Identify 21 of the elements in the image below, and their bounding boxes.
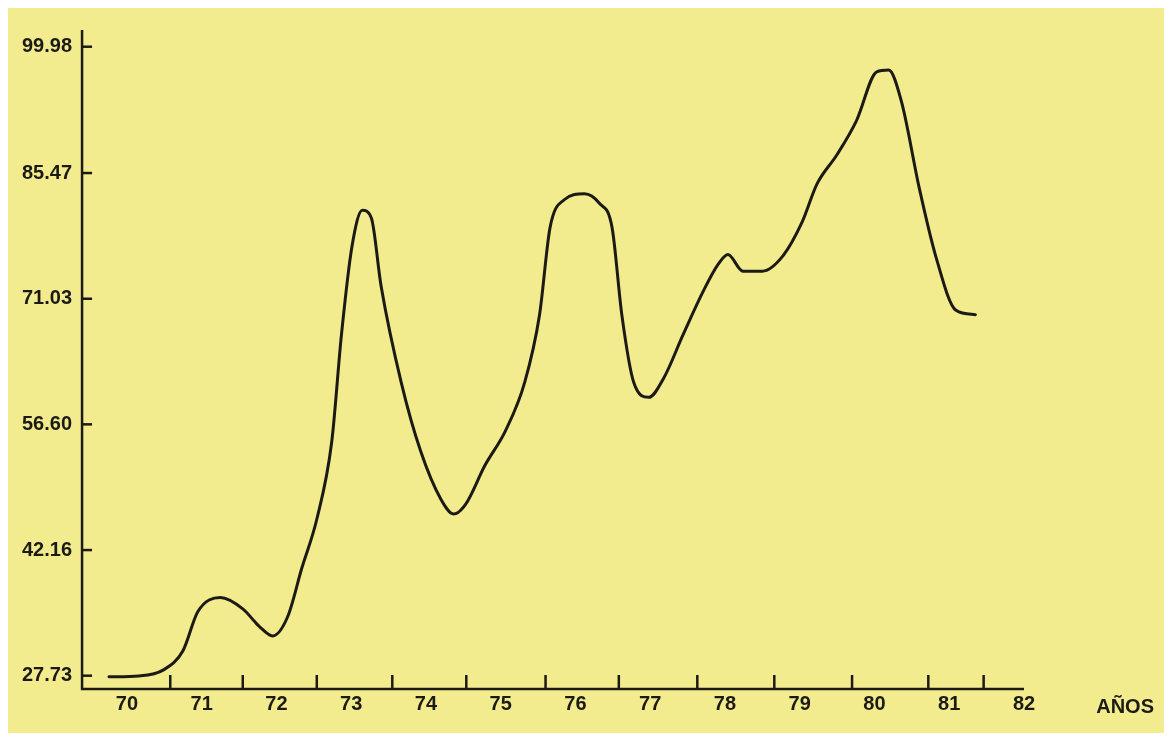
x-tick-label: 79 bbox=[788, 691, 811, 714]
x-tick-label: 82 bbox=[1012, 691, 1036, 714]
y-tick-label: 56.60 bbox=[21, 411, 73, 434]
x-axis-title: AÑOS bbox=[1096, 694, 1154, 717]
x-tick-label: 78 bbox=[713, 691, 737, 714]
x-tick-label: 70 bbox=[115, 691, 139, 714]
y-tick-label: 71.03 bbox=[21, 286, 73, 309]
y-tick-label: 27.73 bbox=[21, 663, 73, 686]
x-tick-label: 72 bbox=[265, 691, 288, 714]
x-tick-label: 74 bbox=[414, 691, 438, 714]
x-tick-label: 73 bbox=[340, 691, 363, 714]
line-series bbox=[107, 68, 977, 679]
x-tick-label: 76 bbox=[564, 691, 587, 714]
x-tick-label: 80 bbox=[863, 691, 886, 714]
y-tick-label: 99.98 bbox=[21, 34, 73, 57]
x-tick-label: 75 bbox=[489, 691, 512, 714]
x-tick-label: 81 bbox=[938, 691, 961, 714]
x-tick-label: 77 bbox=[639, 691, 662, 714]
y-tick-label: 42.16 bbox=[21, 537, 73, 560]
x-tick-label: 71 bbox=[190, 691, 213, 714]
y-tick-label: 85.47 bbox=[21, 160, 73, 183]
